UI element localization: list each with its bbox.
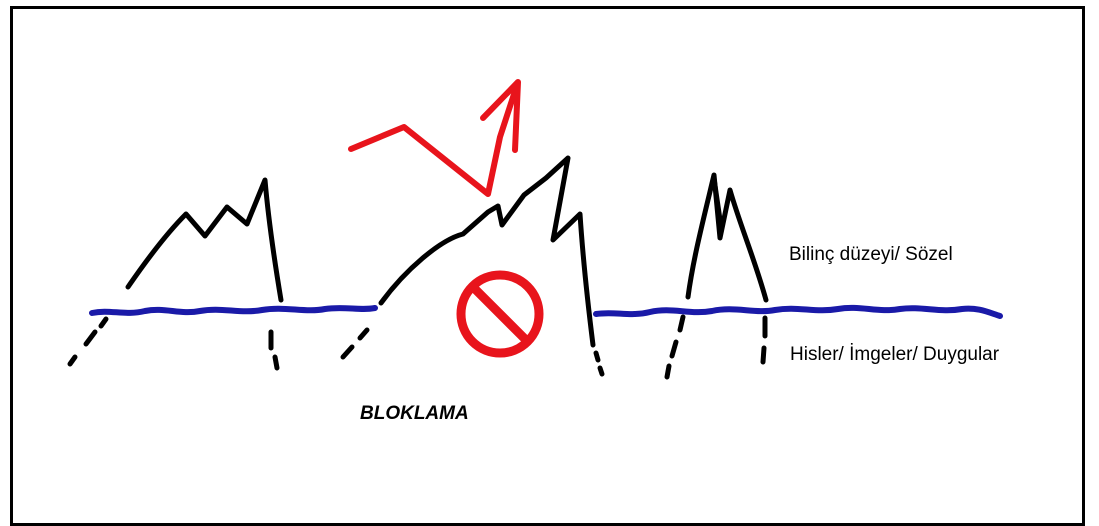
peak-middle-underwater-b bbox=[593, 350, 605, 377]
peak-right-inner bbox=[712, 173, 724, 232]
peak-right-underwater-a bbox=[664, 314, 686, 380]
peak-right-underwater-b bbox=[760, 315, 768, 365]
peak-middle bbox=[378, 155, 596, 348]
waterline-right bbox=[593, 304, 1003, 319]
peak-middle-underwater-a bbox=[340, 327, 370, 360]
peak-left bbox=[125, 177, 284, 303]
conscious-level-label: Bilinç düzeyi/ Sözel bbox=[789, 244, 953, 265]
iceberg-diagram bbox=[67, 79, 1003, 380]
blocking-label: BLOKLAMA bbox=[360, 403, 469, 424]
prohibition-icon bbox=[456, 270, 544, 358]
diagram-frame bbox=[10, 6, 1085, 526]
peak-left-underwater-a bbox=[67, 316, 109, 367]
arrowhead bbox=[480, 79, 521, 153]
deflected-arrow-icon bbox=[348, 85, 519, 197]
feelings-label: Hisler/ İmgeler/ Duygular bbox=[790, 344, 1000, 365]
waterline-left bbox=[89, 305, 378, 316]
peak-left-underwater-b bbox=[268, 329, 280, 371]
peak-right bbox=[685, 172, 769, 303]
